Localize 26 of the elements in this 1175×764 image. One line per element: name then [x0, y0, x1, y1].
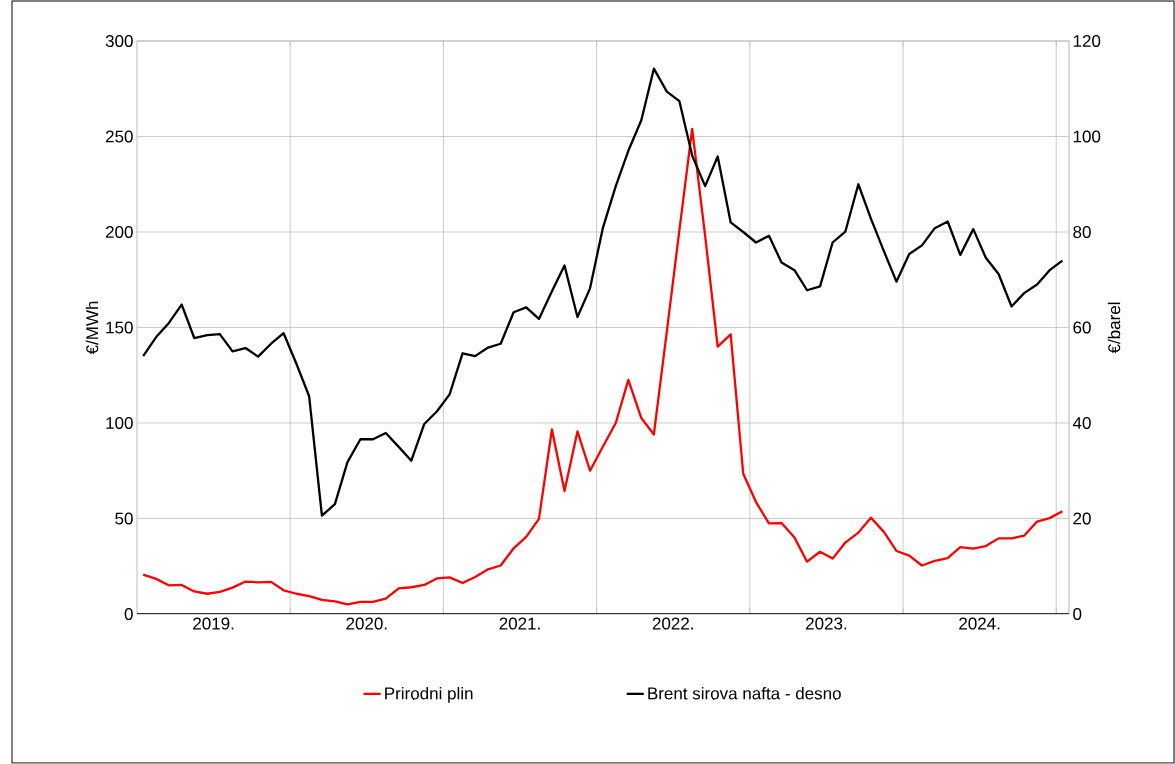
y-axis-title: €/MWh — [85, 301, 99, 355]
line-series — [142, 67, 1064, 517]
x-tick-label: 2024. — [959, 617, 1000, 630]
legend-label: Prirodni plin — [385, 686, 473, 703]
y2-tick-label: 80 — [1073, 225, 1091, 239]
x-tick-label: 2023. — [806, 617, 847, 630]
y2-tick-label: 120 — [1073, 34, 1101, 48]
y-tick-label: 100 — [106, 416, 133, 430]
y-tick-label: 200 — [105, 225, 133, 239]
y-tick-label: 150 — [106, 321, 133, 334]
y2-tick-label: 20 — [1073, 512, 1091, 525]
y2-tick-label: 40 — [1072, 416, 1091, 430]
y2-tick-label: 100 — [1073, 130, 1101, 143]
y-tick-label: 0 — [124, 607, 133, 621]
y-tick-label: 250 — [105, 130, 133, 143]
y-tick-label: 300 — [105, 34, 133, 48]
line-series — [142, 127, 1064, 606]
y2-axis-title: €/barel — [1107, 302, 1121, 354]
x-tick-label: 2019. — [193, 617, 234, 630]
y2-tick-label: 60 — [1073, 321, 1091, 334]
legend-label: Brent sirova nafta - desno — [648, 686, 841, 700]
y-tick-label: 50 — [115, 512, 133, 525]
x-tick-label: 2022. — [652, 617, 693, 630]
x-tick-label: 2021. — [499, 617, 540, 630]
x-tick-label: 2020. — [346, 617, 387, 630]
y2-tick-label: 0 — [1073, 607, 1082, 621]
